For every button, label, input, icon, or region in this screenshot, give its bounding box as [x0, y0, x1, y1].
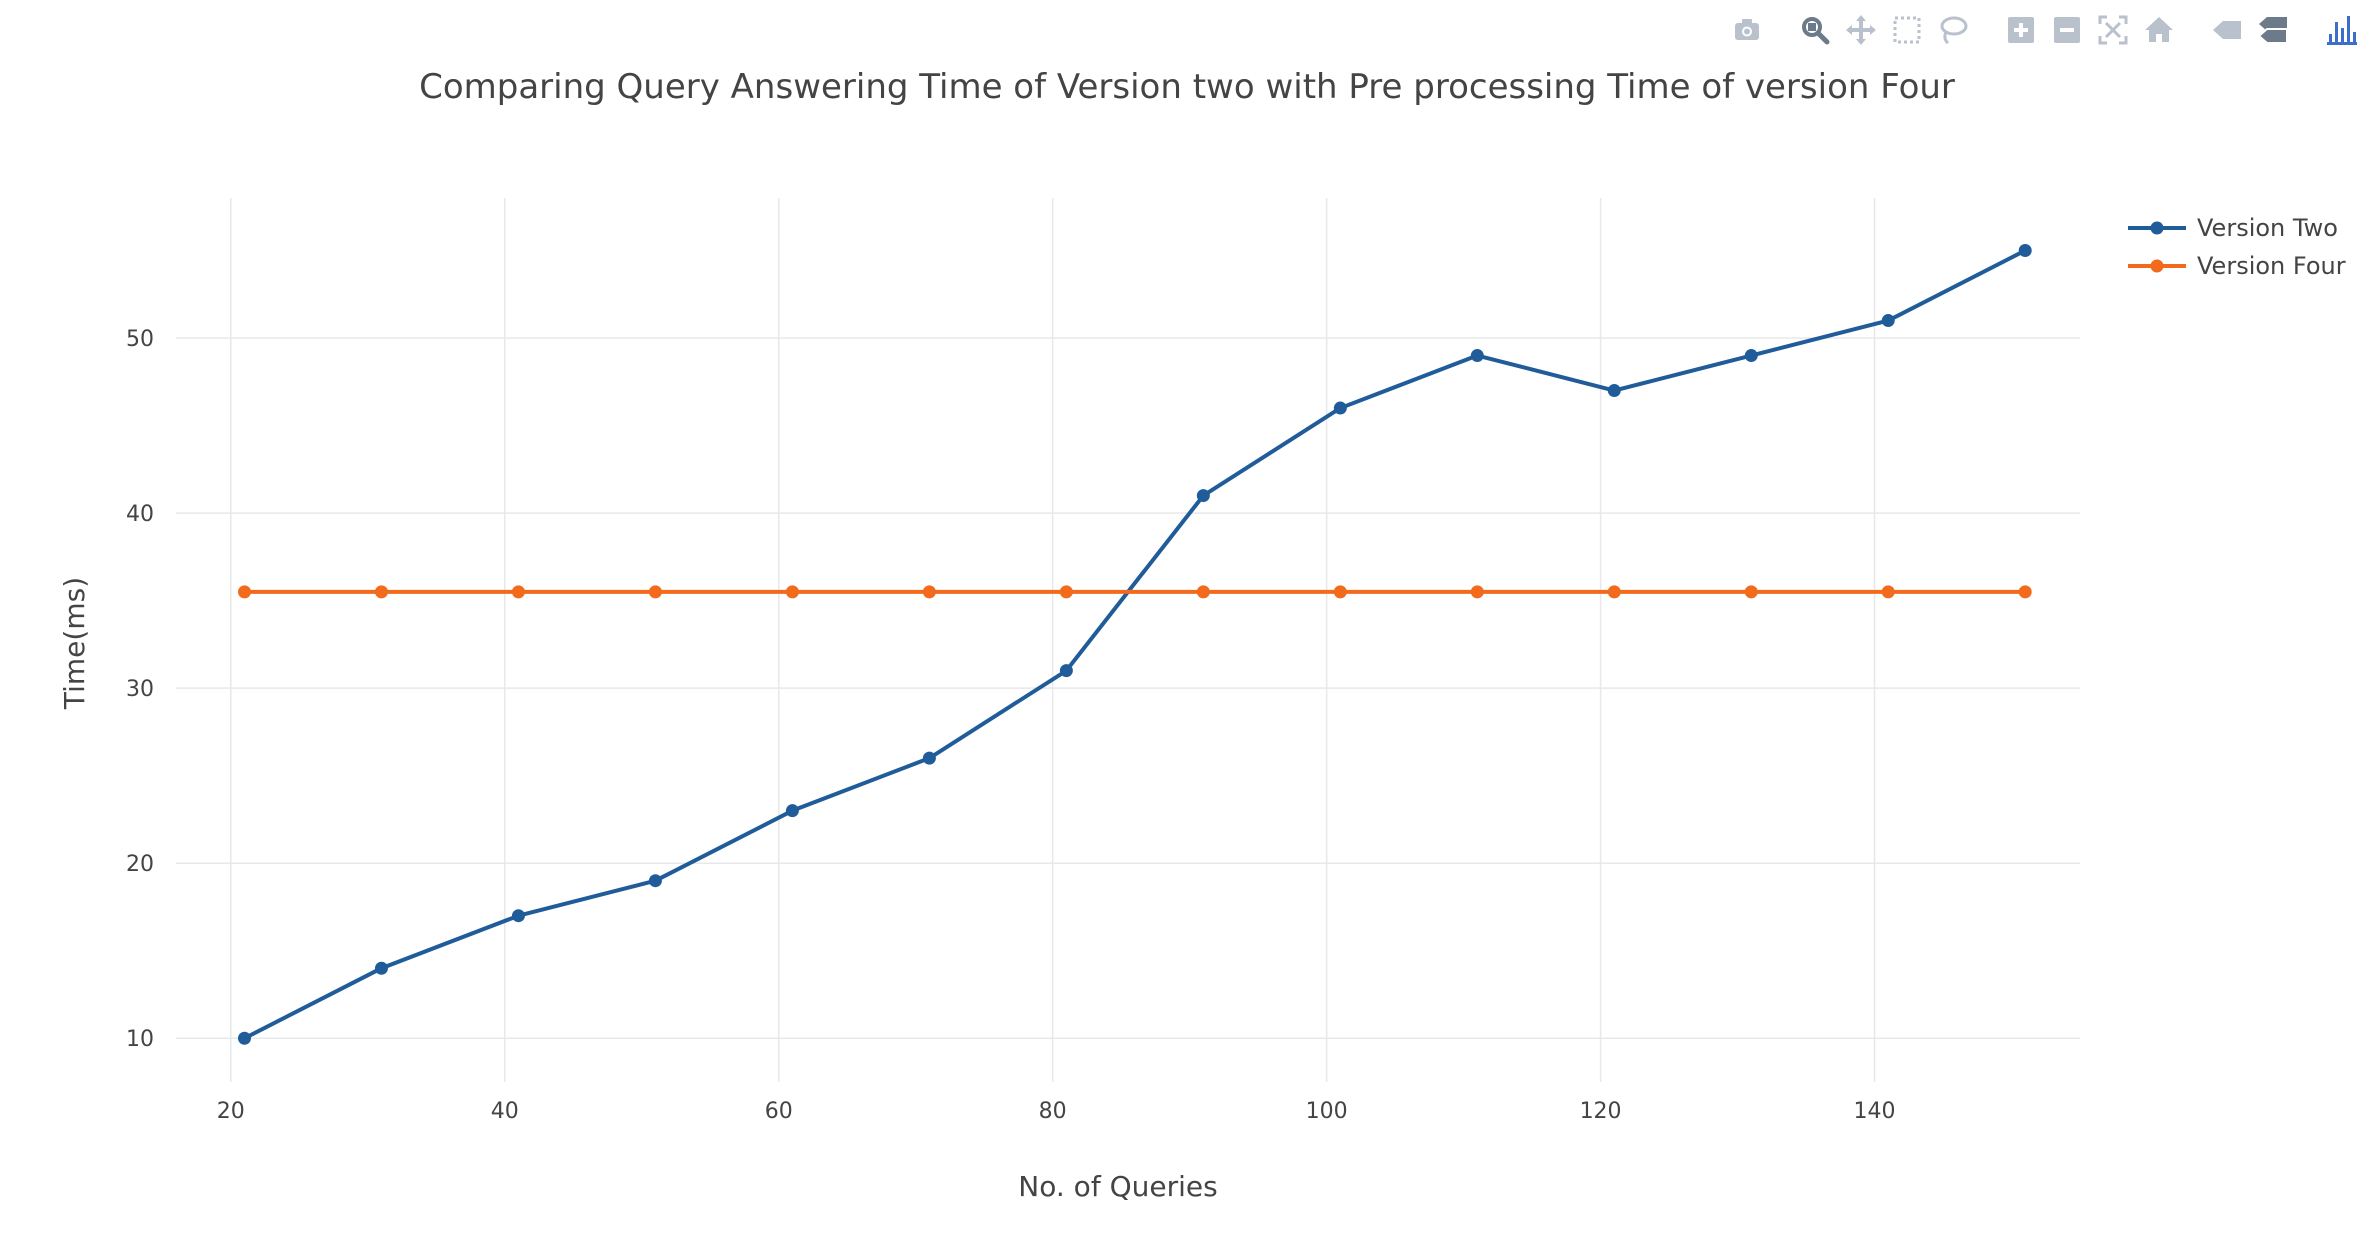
data-point[interactable] [237, 585, 251, 599]
data-point[interactable] [2018, 244, 2032, 258]
data-point[interactable] [1881, 585, 1895, 599]
data-point[interactable] [785, 804, 799, 818]
data-point[interactable] [511, 909, 525, 923]
data-point[interactable] [1196, 585, 1210, 599]
x-tick-label: 140 [1854, 1099, 1896, 1124]
data-point[interactable] [922, 751, 936, 765]
data-point[interactable] [1059, 585, 1073, 599]
legend-label: Version Two [2197, 214, 2338, 242]
spike-lines-icon [2213, 21, 2241, 39]
data-point[interactable] [1333, 585, 1347, 599]
pan-button[interactable] [1838, 8, 1884, 52]
x-axis-title: No. of Queries [1018, 1170, 1217, 1203]
data-point[interactable] [1744, 585, 1758, 599]
y-tick-label: 30 [126, 677, 154, 702]
data-point[interactable] [1470, 585, 1484, 599]
series-line [243, 248, 2027, 1041]
camera-icon [1735, 19, 1759, 40]
compare-hover-icon [2257, 17, 2288, 44]
data-point[interactable] [648, 585, 662, 599]
legend-marker [2150, 259, 2164, 273]
compare-hover-button[interactable] [2250, 8, 2296, 52]
data-point[interactable] [2018, 585, 2032, 599]
grid [176, 198, 2080, 1082]
autoscale-button[interactable] [2090, 8, 2136, 52]
legend: Version Two Version Four [2128, 214, 2346, 280]
data-point[interactable] [374, 585, 388, 599]
data-point[interactable] [237, 1031, 251, 1045]
pan-icon [1846, 15, 1876, 45]
y-tick-label: 40 [126, 502, 154, 527]
y-tick-label: 20 [126, 852, 154, 877]
data-point[interactable] [1744, 349, 1758, 363]
zoom-in-button[interactable] [1998, 8, 2044, 52]
x-tick-label: 100 [1306, 1099, 1348, 1124]
reset-axes-button[interactable] [2136, 8, 2182, 52]
zoom-out-button[interactable] [2044, 8, 2090, 52]
data-point[interactable] [1607, 384, 1621, 398]
plotly-logo-icon [2327, 16, 2357, 45]
modebar [1724, 8, 2364, 52]
zoom-out-icon [2054, 17, 2080, 43]
data-point[interactable] [922, 585, 936, 599]
legend-label: Version Four [2197, 252, 2346, 280]
legend-marker [2150, 221, 2164, 235]
data-point[interactable] [785, 585, 799, 599]
x-tick-label: 80 [1039, 1099, 1067, 1124]
data-point[interactable] [1881, 314, 1895, 328]
plotly-logo-button[interactable] [2318, 8, 2364, 52]
chart-title: Comparing Query Answering Time of Versio… [419, 67, 1955, 107]
data-point[interactable] [1196, 489, 1210, 503]
series-version-two [237, 244, 2032, 1045]
y-axis-ticks: 10 20 30 40 50 [126, 327, 154, 1052]
x-tick-label: 120 [1580, 1099, 1622, 1124]
lasso-select-icon [1940, 16, 1968, 45]
data-point[interactable] [1059, 664, 1073, 678]
x-tick-label: 40 [491, 1099, 519, 1124]
data-point[interactable] [1607, 585, 1621, 599]
camera-button[interactable] [1724, 8, 1770, 52]
data-point[interactable] [511, 585, 525, 599]
box-select-button[interactable] [1884, 8, 1930, 52]
y-axis-title: Time(ms) [58, 577, 91, 710]
autoscale-icon [2098, 15, 2128, 45]
legend-item-version-four[interactable]: Version Four [2128, 252, 2346, 280]
data-point[interactable] [648, 874, 662, 888]
reset-axes-icon [2145, 17, 2173, 42]
data-point[interactable] [1333, 401, 1347, 415]
box-select-icon [1893, 16, 1921, 44]
x-axis-ticks: 20 40 60 80 100 120 140 [217, 1099, 1896, 1124]
x-tick-label: 60 [765, 1099, 793, 1124]
y-tick-label: 10 [126, 1027, 154, 1052]
zoom-icon [1802, 17, 1830, 45]
data-point[interactable] [374, 961, 388, 975]
data-point[interactable] [1470, 349, 1484, 363]
series-version-four [237, 585, 2032, 599]
zoom-button[interactable] [1792, 8, 1838, 52]
lasso-select-button[interactable] [1930, 8, 1976, 52]
x-tick-label: 20 [217, 1099, 245, 1124]
series [237, 244, 2032, 1045]
y-tick-label: 50 [126, 327, 154, 352]
spike-lines-button[interactable] [2204, 8, 2250, 52]
legend-item-version-two[interactable]: Version Two [2128, 214, 2338, 242]
zoom-in-icon [2008, 17, 2034, 43]
